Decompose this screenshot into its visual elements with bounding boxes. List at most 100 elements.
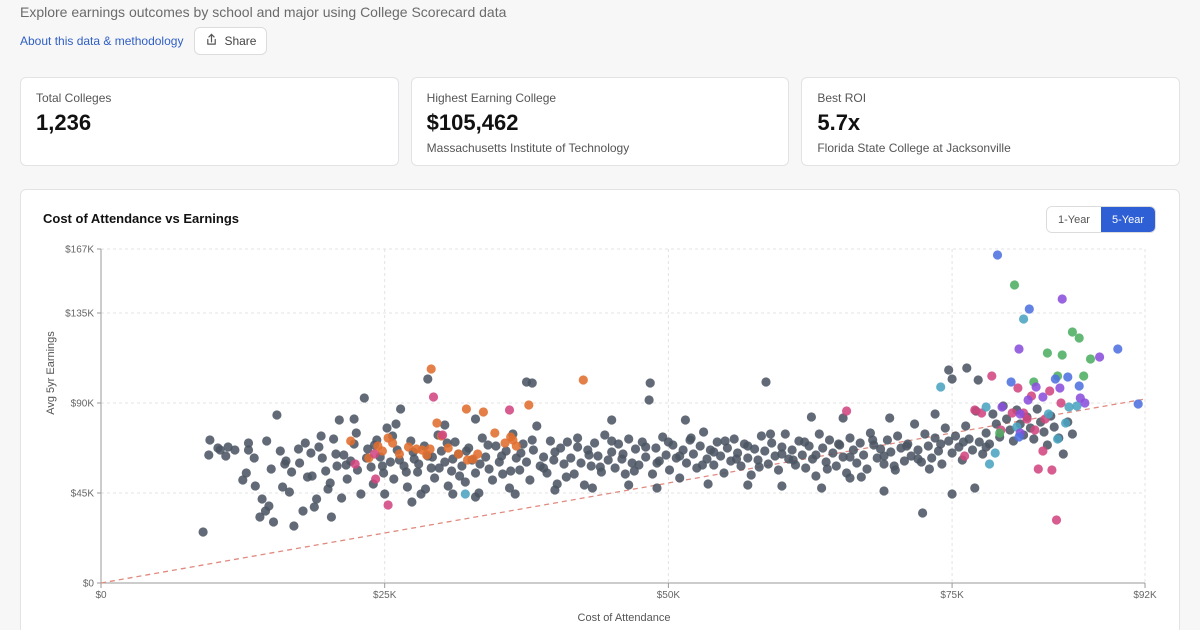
data-point xyxy=(566,453,576,463)
data-point xyxy=(641,452,651,462)
data-point xyxy=(198,527,208,537)
data-point xyxy=(278,482,288,492)
data-point xyxy=(981,442,991,452)
data-point xyxy=(720,436,730,446)
data-point xyxy=(709,460,719,470)
data-point xyxy=(215,445,225,455)
y-tick-label: $90K xyxy=(71,399,95,410)
data-point xyxy=(845,473,855,483)
data-point xyxy=(561,472,571,482)
data-point xyxy=(1019,314,1029,324)
data-point xyxy=(645,378,655,388)
data-point xyxy=(264,501,274,511)
share-button[interactable]: Share xyxy=(194,27,268,55)
data-point xyxy=(695,441,705,451)
data-point xyxy=(761,377,771,387)
data-point xyxy=(1029,434,1039,444)
data-point xyxy=(652,483,662,493)
data-point xyxy=(944,436,954,446)
data-point xyxy=(753,455,763,465)
data-point xyxy=(491,441,501,451)
x-tick-label: $50K xyxy=(657,590,681,601)
data-point xyxy=(902,441,912,451)
stat-card-total-colleges: Total Colleges 1,236 xyxy=(20,77,399,166)
data-point xyxy=(262,436,272,446)
data-point xyxy=(425,444,435,454)
x-tick-label: $92K xyxy=(1133,590,1157,601)
data-point xyxy=(562,437,573,447)
data-point xyxy=(545,436,556,446)
data-point xyxy=(1006,377,1016,387)
data-point xyxy=(524,400,534,410)
data-point xyxy=(703,479,713,489)
data-point xyxy=(525,475,535,485)
data-point xyxy=(314,442,324,452)
data-point xyxy=(981,402,991,412)
data-point xyxy=(936,382,946,392)
data-point xyxy=(595,462,605,472)
data-point xyxy=(453,449,464,459)
data-point xyxy=(1074,333,1084,343)
data-point xyxy=(450,437,460,447)
data-point xyxy=(852,458,862,468)
data-point xyxy=(527,435,537,445)
data-point xyxy=(428,392,439,402)
data-point xyxy=(500,438,510,448)
chart-axes xyxy=(97,248,1146,588)
data-point xyxy=(481,452,491,462)
data-point xyxy=(272,410,282,420)
data-point xyxy=(329,434,339,444)
data-point xyxy=(590,438,600,448)
data-point xyxy=(992,250,1003,260)
data-point xyxy=(586,461,596,471)
data-point xyxy=(284,487,294,497)
reference-line xyxy=(100,398,1146,584)
data-point xyxy=(961,421,971,431)
data-point xyxy=(821,457,831,467)
data-point xyxy=(1057,350,1067,360)
y-tick-label: $0 xyxy=(83,579,95,590)
data-point xyxy=(593,451,603,461)
y-axis-title: Avg 5yr Earnings xyxy=(45,331,57,415)
data-point xyxy=(663,437,674,447)
data-point xyxy=(1024,304,1034,314)
data-point xyxy=(204,450,214,460)
data-point xyxy=(910,419,920,429)
data-point xyxy=(401,467,411,477)
data-point xyxy=(569,469,579,479)
toggle-5-year[interactable]: 5-Year xyxy=(1100,207,1155,232)
data-point xyxy=(266,464,276,474)
data-point xyxy=(834,439,844,449)
data-point xyxy=(230,445,240,455)
data-point xyxy=(221,451,231,461)
stat-card-label: Best ROI xyxy=(817,91,867,105)
x-axis-title: Cost of Attendance xyxy=(578,612,671,624)
data-point xyxy=(937,459,947,469)
data-point xyxy=(607,436,617,446)
data-point xyxy=(765,429,776,439)
data-point xyxy=(426,364,436,374)
data-point xyxy=(584,450,594,460)
data-point xyxy=(763,459,773,469)
x-tick-label: $75K xyxy=(940,590,964,601)
data-point xyxy=(652,458,662,468)
data-point xyxy=(974,437,984,447)
data-point xyxy=(814,429,824,439)
data-point xyxy=(801,463,811,473)
data-point xyxy=(777,449,787,459)
data-point xyxy=(930,409,940,419)
data-point xyxy=(504,405,515,415)
toggle-1-year[interactable]: 1-Year xyxy=(1046,207,1101,232)
data-point xyxy=(675,451,685,461)
stat-card-best-roi: Best ROI 5.7x Florida State College at J… xyxy=(801,77,1181,166)
data-point xyxy=(1061,418,1071,428)
data-point xyxy=(385,457,395,467)
data-point xyxy=(1022,414,1032,424)
data-point xyxy=(356,489,366,499)
methodology-link[interactable]: About this data & methodology xyxy=(20,34,184,48)
data-point xyxy=(760,446,770,456)
data-point xyxy=(967,445,978,455)
data-point xyxy=(1049,422,1059,432)
data-point xyxy=(686,433,696,443)
data-point xyxy=(978,449,988,459)
